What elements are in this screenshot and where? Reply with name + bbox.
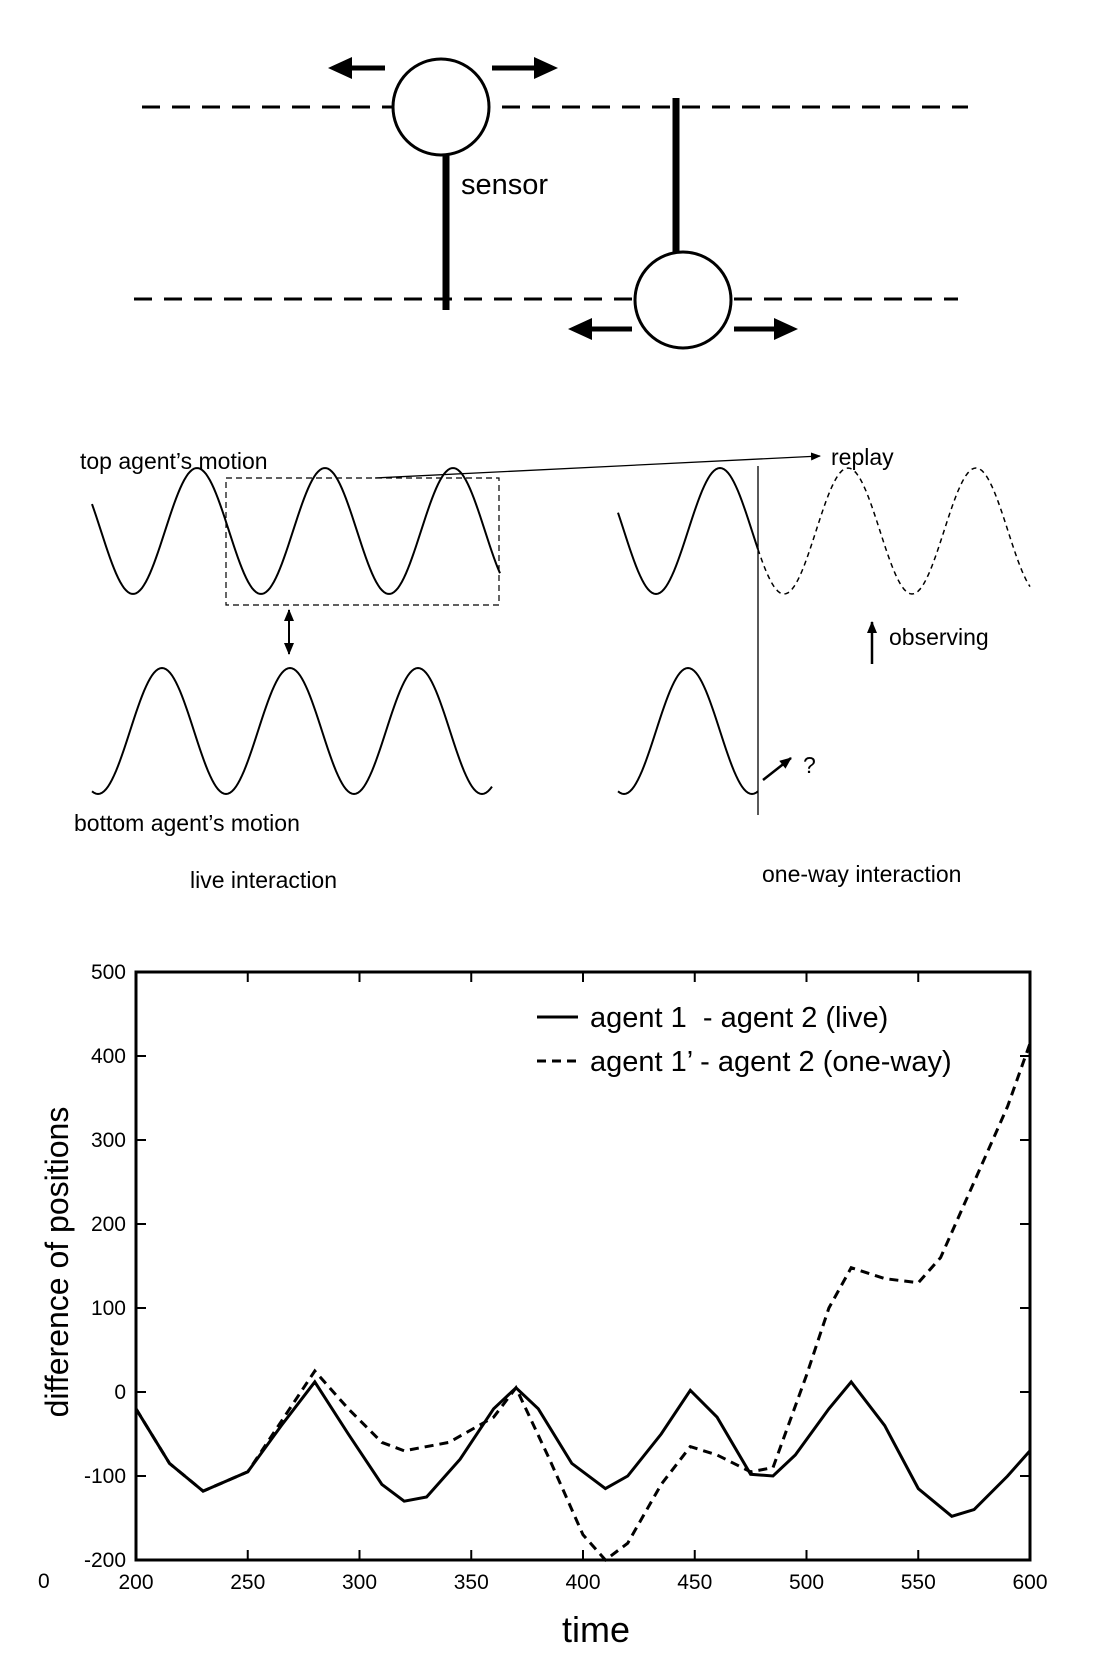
bottom-agent-circle	[633, 250, 733, 350]
y-axis-ticks: 500 400 300 200 100 0 -100 -200	[84, 961, 1030, 1572]
x-tick-label: 550	[901, 1571, 936, 1594]
top-agent-recorded-wave	[617, 466, 759, 596]
x-axis-label: time	[562, 1609, 630, 1650]
y-tick-label: 0	[114, 1381, 126, 1404]
top-agent-live-wave	[91, 467, 501, 595]
y-tick-label: -100	[84, 1465, 126, 1488]
top-agent-circle	[391, 57, 491, 157]
stray-zero-label: 0	[38, 1570, 50, 1593]
interaction-diagram: top agent’s motion bottom agent’s motion…	[74, 444, 1031, 893]
position-difference-chart: 500 400 300 200 100 0 -100 -200 200 250 300 350 400…	[38, 961, 1048, 1650]
question-arrow	[762, 757, 792, 781]
x-tick-label: 400	[565, 1571, 600, 1594]
y-tick-label: 100	[91, 1297, 126, 1320]
bottom-motion-label: bottom agent’s motion	[74, 810, 300, 836]
replay-label: replay	[831, 444, 894, 470]
x-tick-label: 350	[454, 1571, 489, 1594]
sensor-label: sensor	[461, 169, 548, 201]
legend-live-label: agent 1 - agent 2 (live)	[590, 1002, 888, 1034]
top-agent-left-arrow	[328, 57, 385, 79]
y-tick-label: -200	[84, 1549, 126, 1572]
y-tick-label: 400	[91, 1045, 126, 1068]
top-agent-replay-wave	[757, 467, 1031, 595]
observing-label: observing	[889, 624, 989, 650]
bottom-agent-left-arrow	[568, 318, 632, 340]
legend-oneway-label: agent 1’ - agent 2 (one-way)	[590, 1046, 952, 1078]
live-interaction-caption: live interaction	[190, 867, 337, 893]
top-motion-label: top agent’s motion	[80, 448, 268, 474]
x-tick-label: 250	[230, 1571, 265, 1594]
bottom-agent-right-arrow	[734, 318, 798, 340]
y-tick-label: 200	[91, 1213, 126, 1236]
x-tick-label: 300	[342, 1571, 377, 1594]
x-tick-label: 600	[1012, 1571, 1047, 1594]
x-tick-label: 200	[118, 1571, 153, 1594]
series-oneway-line	[134, 1042, 1032, 1563]
bottom-agent-oneway-wave	[617, 666, 759, 796]
series-live-line	[134, 1379, 1032, 1518]
chart-legend: agent 1 - agent 2 (live) agent 1’ - agen…	[537, 1002, 952, 1078]
top-agent-right-arrow	[492, 57, 558, 79]
y-tick-label: 300	[91, 1129, 126, 1152]
x-tick-label: 500	[789, 1571, 824, 1594]
bottom-agent-live-wave	[91, 666, 493, 796]
replay-pointer-arrow	[374, 452, 821, 479]
replay-selection-box	[225, 477, 500, 606]
question-label: ?	[803, 752, 816, 778]
agent-diagram: sensor	[134, 57, 968, 350]
y-axis-label: difference of positions	[39, 1107, 75, 1418]
y-tick-label: 500	[91, 961, 126, 984]
x-tick-label: 450	[677, 1571, 712, 1594]
plot-frame	[134, 970, 1032, 1562]
oneway-interaction-caption: one-way interaction	[762, 861, 961, 887]
